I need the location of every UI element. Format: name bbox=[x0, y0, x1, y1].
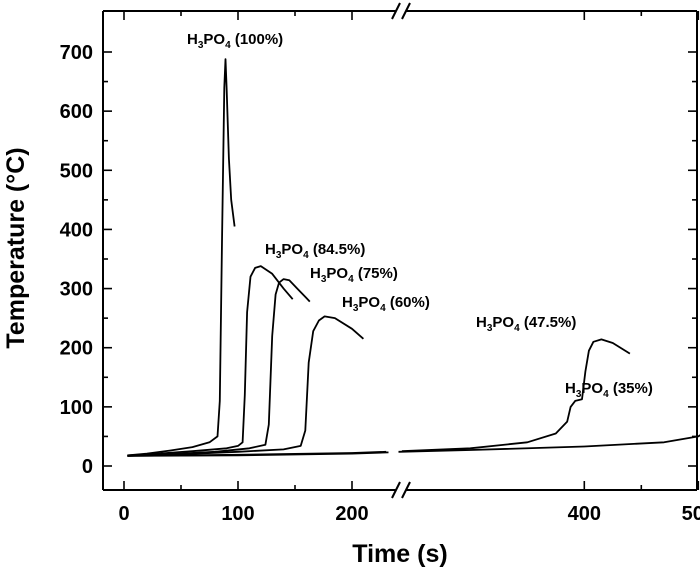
series-label-part: PO bbox=[492, 314, 514, 331]
axis-break-mark-top-right bbox=[401, 2, 411, 20]
x-tick-label: 400 bbox=[568, 503, 601, 525]
x-tick-label: 500 bbox=[682, 503, 700, 525]
y-axis-title: Temperature (°C) bbox=[2, 147, 30, 348]
series-label-part: (60%) bbox=[386, 294, 430, 311]
series-line-3 bbox=[127, 278, 311, 457]
series-label-5: H3PO4 (47.5%) bbox=[476, 314, 576, 334]
series-line-4 bbox=[127, 315, 364, 457]
axis-ticks bbox=[103, 11, 700, 490]
x-tick-label: 0 bbox=[118, 503, 129, 525]
axis-tick-labels: 01002003004005006007000100200400500600 bbox=[60, 42, 700, 525]
x-tick-label: 100 bbox=[221, 503, 254, 525]
series-label-4: H3PO4 (60%) bbox=[342, 294, 430, 314]
y-tick-label: 100 bbox=[60, 397, 93, 419]
series-label-part: (47.5%) bbox=[520, 314, 577, 331]
series-label-part: 4 bbox=[603, 389, 609, 400]
series-label-3: H3PO4 (75%) bbox=[310, 265, 398, 285]
series-line-6-part-1 bbox=[127, 451, 389, 457]
series-label-part: 3 bbox=[576, 389, 582, 400]
series-label-part: 3 bbox=[353, 303, 359, 314]
series-label-part: 4 bbox=[380, 303, 386, 314]
x-axis-title: Time (s) bbox=[352, 540, 447, 568]
series-label-part: 4 bbox=[303, 250, 309, 261]
series-label-part: (84.5%) bbox=[309, 241, 366, 258]
series-label-part: (35%) bbox=[609, 380, 653, 397]
y-tick-label: 200 bbox=[60, 338, 93, 360]
plot-frame bbox=[102, 2, 698, 499]
series-label-part: H bbox=[565, 380, 576, 397]
series-label-part: 3 bbox=[487, 323, 493, 334]
series-label-part: 3 bbox=[198, 40, 204, 51]
series-label-part: (75%) bbox=[354, 265, 398, 282]
series-label-part: 4 bbox=[225, 40, 231, 51]
series-label-part: PO bbox=[326, 265, 348, 282]
series-label-part: H bbox=[265, 241, 276, 258]
series-label-part: PO bbox=[358, 294, 380, 311]
y-tick-label: 400 bbox=[60, 219, 93, 241]
series-label-6: H3PO4 (35%) bbox=[565, 380, 653, 400]
series-label-part: PO bbox=[281, 241, 303, 258]
series-line-6-part-2 bbox=[398, 434, 700, 453]
series-label-part: H bbox=[476, 314, 487, 331]
series-label-part: H bbox=[342, 294, 353, 311]
series-label-part: 3 bbox=[276, 250, 282, 261]
y-tick-label: 500 bbox=[60, 160, 93, 182]
series-label-part: 4 bbox=[514, 323, 520, 334]
axis-break-mark-bottom-right bbox=[401, 481, 411, 499]
axis-break-mark-bottom-left bbox=[391, 481, 401, 499]
series-label-part: (100%) bbox=[231, 31, 284, 48]
series-label-part: H bbox=[310, 265, 321, 282]
series-label-part: 4 bbox=[348, 274, 354, 285]
series-label-part: 3 bbox=[321, 274, 327, 285]
series-labels: H3PO4 (100%)H3PO4 (84.5%)H3PO4 (75%)H3PO… bbox=[187, 31, 653, 400]
series-label-1: H3PO4 (100%) bbox=[187, 31, 283, 51]
series-line-2 bbox=[127, 265, 294, 457]
series-lines bbox=[127, 58, 700, 457]
y-tick-label: 700 bbox=[60, 42, 93, 64]
y-tick-label: 0 bbox=[82, 456, 93, 478]
y-tick-label: 300 bbox=[60, 279, 93, 301]
series-line-5-part-2 bbox=[401, 338, 631, 453]
series-label-part: H bbox=[187, 31, 198, 48]
y-tick-label: 600 bbox=[60, 101, 93, 123]
x-tick-label: 200 bbox=[335, 503, 368, 525]
series-label-2: H3PO4 (84.5%) bbox=[265, 241, 365, 261]
axis-break-mark-top-left bbox=[391, 2, 401, 20]
series-label-part: PO bbox=[203, 31, 225, 48]
series-line-1 bbox=[127, 58, 236, 457]
series-label-part: PO bbox=[581, 380, 603, 397]
